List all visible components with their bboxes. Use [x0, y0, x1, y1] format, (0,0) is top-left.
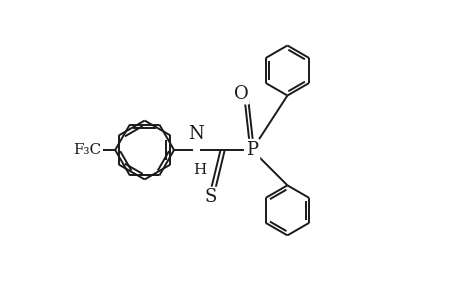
- Text: S: S: [204, 188, 217, 206]
- Text: O: O: [233, 85, 248, 103]
- Text: N: N: [188, 124, 204, 142]
- Text: H: H: [193, 163, 206, 177]
- Text: F₃C: F₃C: [73, 143, 101, 157]
- Text: P: P: [246, 141, 257, 159]
